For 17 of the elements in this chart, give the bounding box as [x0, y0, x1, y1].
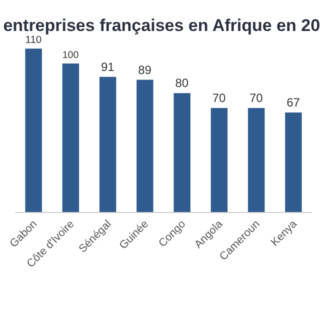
data-label: 70 — [249, 91, 264, 106]
bar — [210, 108, 228, 212]
bar — [248, 108, 265, 212]
data-label: 70 — [212, 91, 226, 106]
bar — [174, 93, 190, 212]
data-label: 91 — [100, 60, 115, 74]
data-label: 89 — [138, 62, 152, 77]
data-label: 80 — [175, 76, 189, 90]
data-label: 100 — [62, 50, 80, 61]
bar — [62, 63, 80, 212]
chart-title: entreprises françaises en Afrique en 20 — [3, 16, 320, 36]
bar — [25, 48, 42, 212]
bar — [99, 76, 116, 212]
data-label: 67 — [286, 95, 300, 110]
bar — [285, 112, 302, 212]
bar — [136, 80, 154, 212]
data-label: 110 — [25, 35, 42, 46]
